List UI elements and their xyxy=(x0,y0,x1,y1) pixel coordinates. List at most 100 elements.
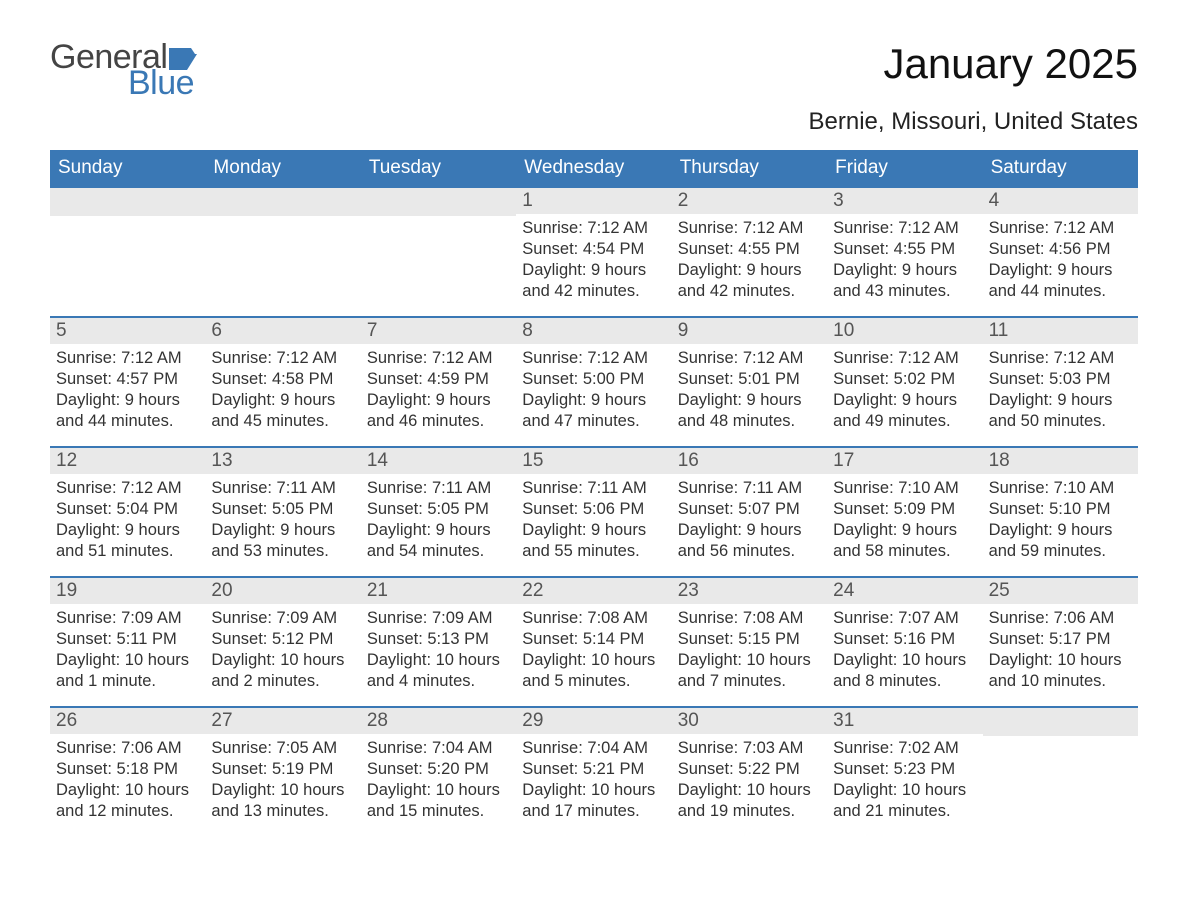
logo: General Blue xyxy=(50,40,203,100)
sunset-line: Sunset: 5:05 PM xyxy=(211,499,354,520)
sunset-line: Sunset: 5:09 PM xyxy=(833,499,976,520)
day-cell-empty xyxy=(50,188,205,316)
day-body: Sunrise: 7:06 AMSunset: 5:18 PMDaylight:… xyxy=(50,734,205,832)
day-number-strip: 8 xyxy=(516,318,671,344)
sunrise-line: Sunrise: 7:09 AM xyxy=(211,608,354,629)
day-number-strip: 6 xyxy=(205,318,360,344)
day-cell: 22Sunrise: 7:08 AMSunset: 5:14 PMDayligh… xyxy=(516,578,671,706)
daylight-line-1: Daylight: 10 hours xyxy=(989,650,1132,671)
day-body: Sunrise: 7:06 AMSunset: 5:17 PMDaylight:… xyxy=(983,604,1138,702)
day-body: Sunrise: 7:12 AMSunset: 4:57 PMDaylight:… xyxy=(50,344,205,442)
sunrise-line: Sunrise: 7:12 AM xyxy=(56,348,199,369)
day-cell: 4Sunrise: 7:12 AMSunset: 4:56 PMDaylight… xyxy=(983,188,1138,316)
daylight-line-2: and 44 minutes. xyxy=(56,411,199,432)
day-number-strip: 21 xyxy=(361,578,516,604)
sunrise-line: Sunrise: 7:12 AM xyxy=(522,348,665,369)
day-cell: 1Sunrise: 7:12 AMSunset: 4:54 PMDaylight… xyxy=(516,188,671,316)
sunrise-line: Sunrise: 7:12 AM xyxy=(833,348,976,369)
day-number: 3 xyxy=(833,190,844,211)
day-cell: 8Sunrise: 7:12 AMSunset: 5:00 PMDaylight… xyxy=(516,318,671,446)
day-number: 4 xyxy=(989,190,1000,211)
week-row: 12 Sunrise: 7:12 AMSunset: 5:04 PMDayligh… xyxy=(50,446,1138,576)
day-cell: 23Sunrise: 7:08 AMSunset: 5:15 PMDayligh… xyxy=(672,578,827,706)
sunset-line: Sunset: 5:05 PM xyxy=(367,499,510,520)
day-cell: 11Sunrise: 7:12 AMSunset: 5:03 PMDayligh… xyxy=(983,318,1138,446)
logo-text-blue: Blue xyxy=(50,66,203,100)
month-title: January 2025 xyxy=(883,40,1138,88)
daylight-line-1: Daylight: 9 hours xyxy=(367,390,510,411)
day-body: Sunrise: 7:11 AMSunset: 5:06 PMDaylight:… xyxy=(516,474,671,572)
daylight-line-2: and 5 minutes. xyxy=(522,671,665,692)
day-cell: 13Sunrise: 7:11 AMSunset: 5:05 PMDayligh… xyxy=(205,448,360,576)
day-number-strip: 25 xyxy=(983,578,1138,604)
daylight-line-1: Daylight: 10 hours xyxy=(211,780,354,801)
daylight-line-2: and 21 minutes. xyxy=(833,801,976,822)
daylight-line-2: and 58 minutes. xyxy=(833,541,976,562)
sunrise-line: Sunrise: 7:11 AM xyxy=(211,478,354,499)
day-body: Sunrise: 7:09 AMSunset: 5:11 PMDaylight:… xyxy=(50,604,205,702)
sunset-line: Sunset: 5:21 PM xyxy=(522,759,665,780)
sunrise-line: Sunrise: 7:12 AM xyxy=(367,348,510,369)
day-body: Sunrise: 7:04 AMSunset: 5:20 PMDaylight:… xyxy=(361,734,516,832)
daylight-line-1: Daylight: 10 hours xyxy=(522,780,665,801)
sunrise-line: Sunrise: 7:08 AM xyxy=(522,608,665,629)
day-cell: 26Sunrise: 7:06 AMSunset: 5:18 PMDayligh… xyxy=(50,708,205,836)
daylight-line-2: and 42 minutes. xyxy=(522,281,665,302)
sunset-line: Sunset: 5:18 PM xyxy=(56,759,199,780)
header: General Blue January 2025 xyxy=(50,40,1138,100)
day-number-strip: 5 xyxy=(50,318,205,344)
daylight-line-2: and 47 minutes. xyxy=(522,411,665,432)
sunset-line: Sunset: 4:56 PM xyxy=(989,239,1132,260)
day-number: 12 xyxy=(56,450,77,471)
day-body: Sunrise: 7:12 AMSunset: 5:04 PMDaylight:… xyxy=(50,474,205,572)
day-cell: 28Sunrise: 7:04 AMSunset: 5:20 PMDayligh… xyxy=(361,708,516,836)
day-number: 23 xyxy=(678,580,699,601)
daylight-line-1: Daylight: 10 hours xyxy=(833,780,976,801)
day-cell: 27Sunrise: 7:05 AMSunset: 5:19 PMDayligh… xyxy=(205,708,360,836)
location-label: Bernie, Missouri, United States xyxy=(50,108,1138,136)
sunset-line: Sunset: 5:14 PM xyxy=(522,629,665,650)
day-body: Sunrise: 7:09 AMSunset: 5:13 PMDaylight:… xyxy=(361,604,516,702)
calendar: SundayMondayTuesdayWednesdayThursdayFrid… xyxy=(50,150,1138,836)
day-body: Sunrise: 7:04 AMSunset: 5:21 PMDaylight:… xyxy=(516,734,671,832)
sunset-line: Sunset: 5:15 PM xyxy=(678,629,821,650)
sunset-line: Sunset: 5:01 PM xyxy=(678,369,821,390)
day-cell: 29Sunrise: 7:04 AMSunset: 5:21 PMDayligh… xyxy=(516,708,671,836)
daylight-line-2: and 46 minutes. xyxy=(367,411,510,432)
sunrise-line: Sunrise: 7:12 AM xyxy=(211,348,354,369)
sunset-line: Sunset: 4:59 PM xyxy=(367,369,510,390)
daylight-line-1: Daylight: 9 hours xyxy=(211,390,354,411)
day-number: 5 xyxy=(56,320,67,341)
sunset-line: Sunset: 5:02 PM xyxy=(833,369,976,390)
weeks-container: 1Sunrise: 7:12 AMSunset: 4:54 PMDaylight… xyxy=(50,186,1138,836)
week-row: 5 Sunrise: 7:12 AMSunset: 4:57 PMDaylight… xyxy=(50,316,1138,446)
day-number: 6 xyxy=(211,320,222,341)
sunrise-line: Sunrise: 7:04 AM xyxy=(367,738,510,759)
day-number: 15 xyxy=(522,450,543,471)
daylight-line-1: Daylight: 10 hours xyxy=(367,650,510,671)
sunrise-line: Sunrise: 7:12 AM xyxy=(989,348,1132,369)
day-number: 27 xyxy=(211,710,232,731)
day-cell: 7 Sunrise: 7:12 AMSunset: 4:59 PMDaylight… xyxy=(361,318,516,446)
sunset-line: Sunset: 5:16 PM xyxy=(833,629,976,650)
daylight-line-1: Daylight: 9 hours xyxy=(989,260,1132,281)
day-cell: 3 Sunrise: 7:12 AMSunset: 4:55 PMDaylight… xyxy=(827,188,982,316)
day-number-strip: 7 xyxy=(361,318,516,344)
sunrise-line: Sunrise: 7:12 AM xyxy=(56,478,199,499)
daylight-line-2: and 59 minutes. xyxy=(989,541,1132,562)
sunset-line: Sunset: 5:03 PM xyxy=(989,369,1132,390)
day-body: Sunrise: 7:12 AMSunset: 4:55 PMDaylight:… xyxy=(827,214,982,312)
empty-day-strip xyxy=(983,708,1138,736)
day-number: 18 xyxy=(989,450,1010,471)
daylight-line-1: Daylight: 9 hours xyxy=(522,390,665,411)
sunrise-line: Sunrise: 7:07 AM xyxy=(833,608,976,629)
day-number-strip: 4 xyxy=(983,188,1138,214)
daylight-line-2: and 10 minutes. xyxy=(989,671,1132,692)
weekday-monday: Monday xyxy=(205,150,360,186)
sunrise-line: Sunrise: 7:04 AM xyxy=(522,738,665,759)
weekday-thursday: Thursday xyxy=(672,150,827,186)
sunrise-line: Sunrise: 7:12 AM xyxy=(678,348,821,369)
day-number: 31 xyxy=(833,710,854,731)
weekday-friday: Friday xyxy=(827,150,982,186)
daylight-line-1: Daylight: 10 hours xyxy=(211,650,354,671)
